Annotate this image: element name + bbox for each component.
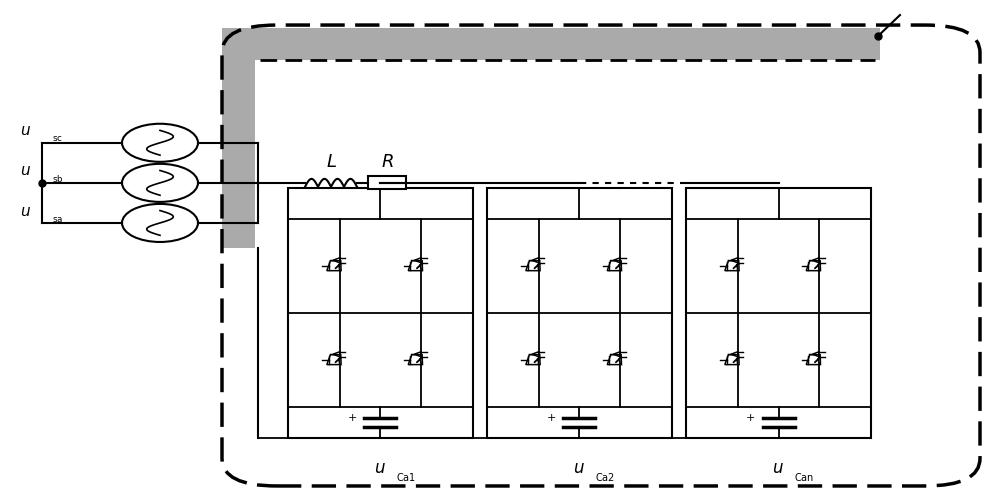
Text: $u$: $u$	[20, 163, 31, 178]
Text: $_{\rm sa}$: $_{\rm sa}$	[52, 212, 63, 225]
Polygon shape	[736, 263, 740, 265]
Polygon shape	[526, 355, 540, 365]
Text: $u$: $u$	[20, 204, 31, 219]
Polygon shape	[408, 355, 422, 365]
Polygon shape	[607, 261, 621, 271]
Polygon shape	[618, 357, 622, 359]
Polygon shape	[338, 357, 342, 359]
Polygon shape	[806, 355, 820, 365]
Polygon shape	[222, 28, 880, 248]
Polygon shape	[618, 263, 622, 265]
Text: +: +	[547, 413, 556, 423]
Text: $R$: $R$	[381, 153, 393, 171]
Polygon shape	[537, 357, 541, 359]
Text: $_{\rm Can}$: $_{\rm Can}$	[794, 470, 814, 484]
Text: $_{\rm sb}$: $_{\rm sb}$	[52, 171, 64, 184]
Text: $u$: $u$	[573, 459, 585, 477]
Bar	[288, 188, 473, 438]
Text: $u$: $u$	[20, 123, 31, 138]
Polygon shape	[725, 261, 739, 271]
Polygon shape	[338, 263, 342, 265]
Polygon shape	[806, 261, 820, 271]
Polygon shape	[537, 263, 541, 265]
Text: $_{\rm Ca1}$: $_{\rm Ca1}$	[396, 470, 416, 484]
Bar	[686, 188, 871, 438]
Polygon shape	[817, 357, 821, 359]
Bar	[368, 176, 406, 189]
Polygon shape	[408, 261, 422, 271]
Text: $L$: $L$	[326, 153, 336, 171]
Text: $_{\rm sc}$: $_{\rm sc}$	[52, 131, 63, 144]
Text: $u$: $u$	[374, 459, 386, 477]
Text: $_{\rm Ca2}$: $_{\rm Ca2}$	[595, 470, 615, 484]
Polygon shape	[327, 261, 341, 271]
Text: +: +	[348, 413, 357, 423]
Text: +: +	[746, 413, 755, 423]
Polygon shape	[736, 357, 740, 359]
Polygon shape	[817, 263, 821, 265]
Polygon shape	[419, 263, 423, 265]
Polygon shape	[419, 357, 423, 359]
Bar	[487, 188, 672, 438]
Text: $u$: $u$	[772, 459, 784, 477]
Polygon shape	[725, 355, 739, 365]
Polygon shape	[607, 355, 621, 365]
Polygon shape	[526, 261, 540, 271]
Polygon shape	[327, 355, 341, 365]
